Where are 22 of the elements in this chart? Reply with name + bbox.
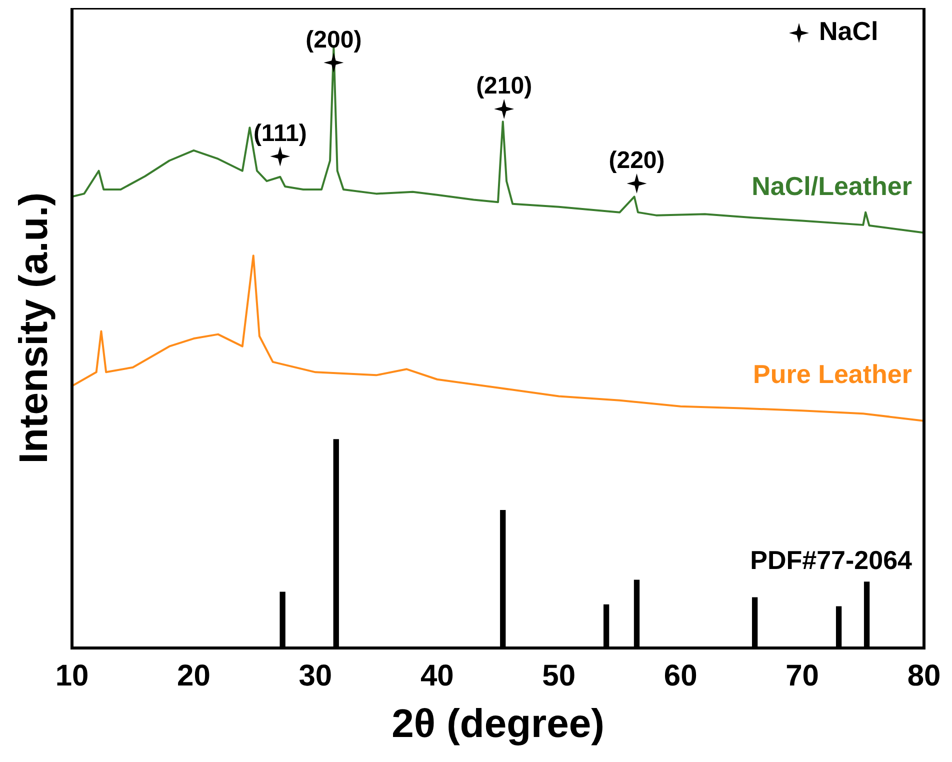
point: [270, 146, 290, 166]
x-tick-label: 20: [177, 659, 210, 692]
annotation: (111): [253, 120, 307, 148]
legend-label: NaCl: [819, 16, 878, 46]
annotation: (210): [476, 72, 532, 100]
point: [494, 98, 514, 119]
point: [626, 173, 647, 194]
series-label: Pure Leather: [753, 359, 912, 390]
annotation: (200): [306, 26, 362, 54]
series-label: PDF#77-2064: [750, 545, 913, 576]
x-tick-label: 80: [907, 659, 941, 692]
x-tick-label: 40: [420, 659, 454, 692]
series-label: NaCl/Leather: [752, 170, 912, 201]
x-tick-label: 70: [786, 659, 819, 692]
x-tick-label: 60: [664, 659, 698, 692]
annotation: (220): [608, 147, 665, 174]
x-tick-label: 30: [298, 659, 332, 692]
y-axis-title: Intensity (a.u.): [12, 192, 56, 464]
x-tick-label: 50: [542, 659, 576, 692]
point: [324, 52, 344, 73]
x-axis-title: 2θ (degree): [392, 702, 604, 746]
x-tick-label: 10: [55, 659, 89, 692]
